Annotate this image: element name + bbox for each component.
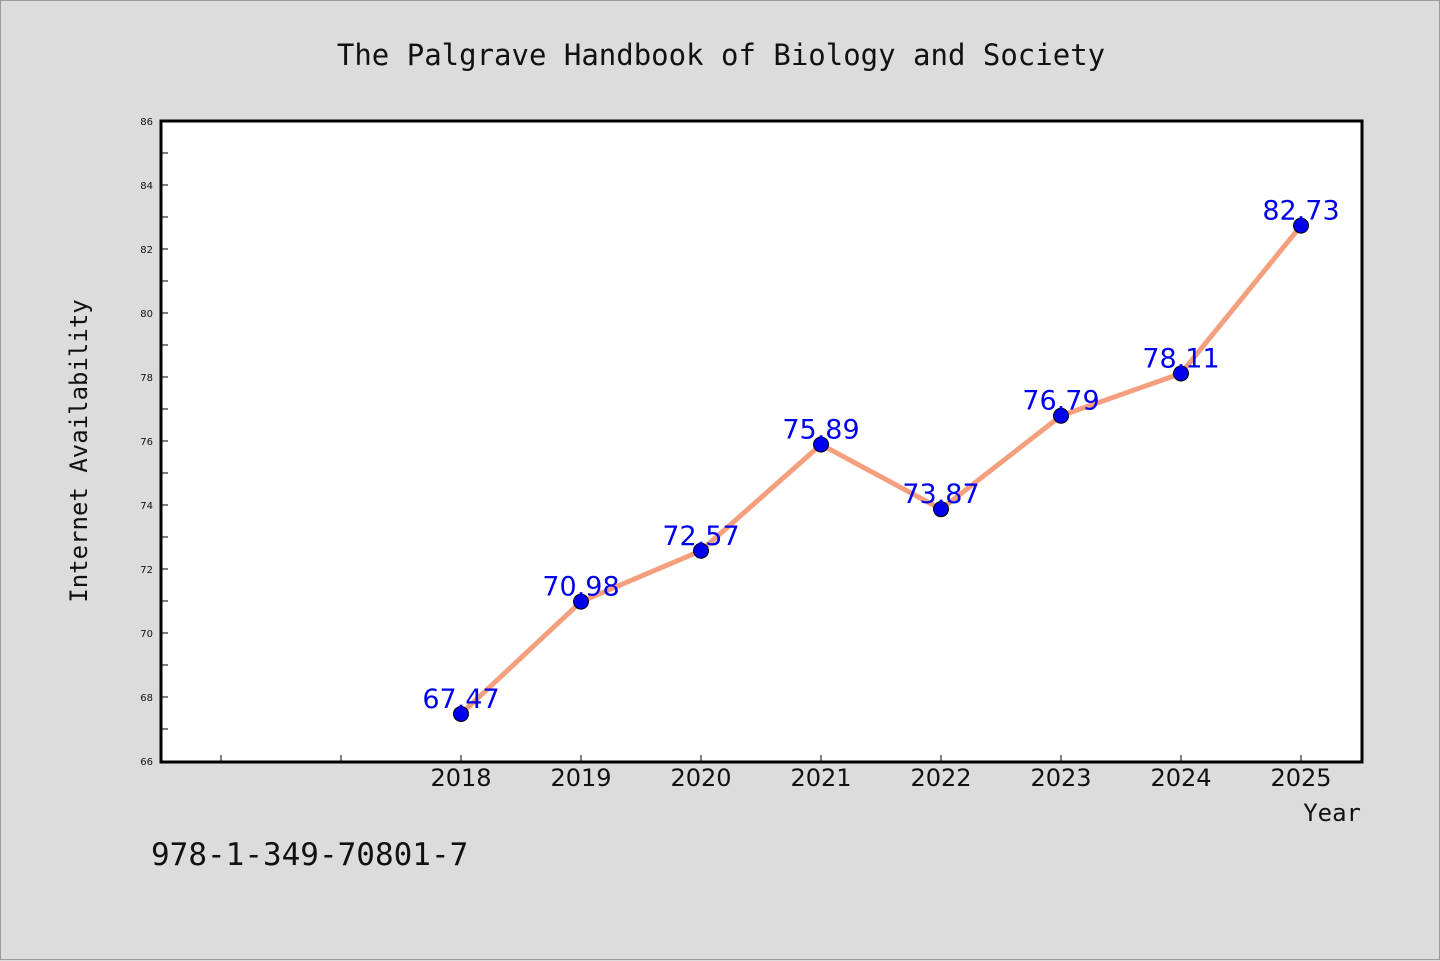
data-label: 82.73 xyxy=(1262,196,1339,227)
y-axis-label: Internet Availability xyxy=(65,299,93,602)
y-tick-label: 82 xyxy=(140,245,153,256)
y-tick-label: 76 xyxy=(140,437,153,448)
y-tick-label: 74 xyxy=(140,501,153,512)
data-point xyxy=(933,501,949,518)
x-tick-label: 2020 xyxy=(670,764,731,792)
y-tick-label: 66 xyxy=(140,757,153,768)
data-label: 78.11 xyxy=(1142,343,1219,374)
x-axis: 2018 2019 2020 2021 2022 2023 2024 2025 xyxy=(220,755,1332,792)
data-point xyxy=(453,705,469,722)
y-tick-label: 80 xyxy=(140,309,153,320)
data-point xyxy=(1053,407,1069,424)
series-line xyxy=(458,223,1304,717)
data-point xyxy=(1293,217,1309,234)
x-tick-label: 2019 xyxy=(550,764,611,792)
y-tick-label: 72 xyxy=(140,565,153,576)
isbn-annotation: 978-1-349-70801-7 xyxy=(151,837,468,873)
x-tick-label: 2025 xyxy=(1270,764,1331,792)
chart-title: The Palgrave Handbook of Biology and Soc… xyxy=(337,38,1105,72)
y-tick-label: 70 xyxy=(140,629,153,640)
data-label: 73.87 xyxy=(902,479,979,510)
x-tick-label: 2022 xyxy=(910,764,971,792)
data-label: 70.98 xyxy=(542,572,619,603)
data-label: 67.47 xyxy=(422,684,499,715)
y-axis: 66 68 70 72 74 76 78 80 82 84 86 xyxy=(140,117,168,768)
data-point xyxy=(1173,365,1189,382)
x-axis-label: Year xyxy=(1303,799,1361,827)
x-tick-label: 2018 xyxy=(430,764,491,792)
data-point xyxy=(813,436,829,453)
data-label: 72.57 xyxy=(662,521,739,552)
y-tick-label: 78 xyxy=(140,373,153,384)
y-tick-label: 68 xyxy=(140,693,153,704)
data-point xyxy=(693,542,709,559)
x-tick-label: 2023 xyxy=(1030,764,1091,792)
plot-area xyxy=(159,119,1364,764)
series-line-group: 67.47 70.98 72.57 75.89 73.87 76.79 78.11 82.73 xyxy=(422,196,1340,722)
y-tick-label: 86 xyxy=(140,117,153,128)
y-tick-label: 84 xyxy=(140,181,153,192)
data-label: 75.89 xyxy=(782,415,859,446)
x-tick-label: 2021 xyxy=(790,764,851,792)
x-tick-label: 2024 xyxy=(1150,764,1211,792)
data-point xyxy=(573,593,589,610)
data-label: 76.79 xyxy=(1022,386,1099,417)
